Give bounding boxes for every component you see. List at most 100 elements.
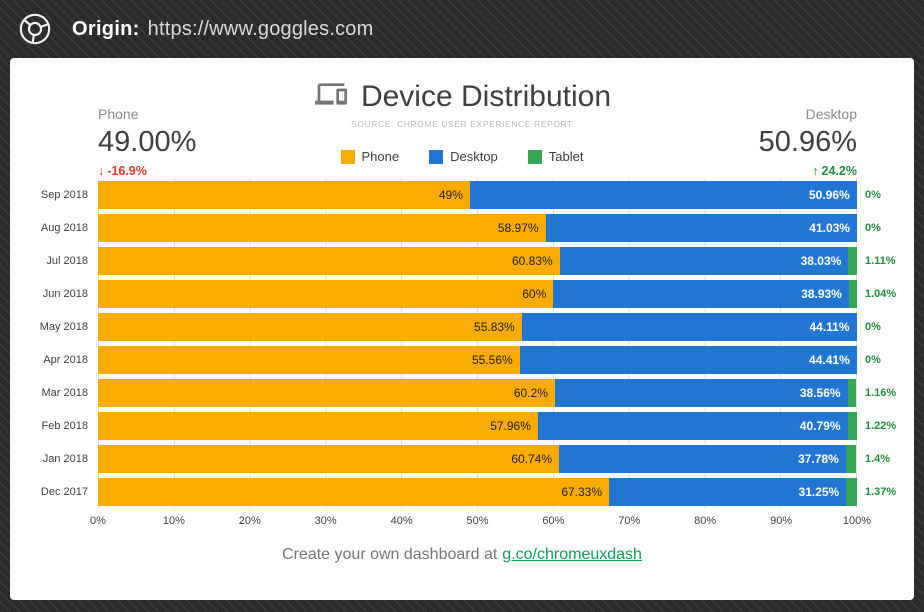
- x-tick-label: 70%: [618, 515, 641, 527]
- down-arrow-icon: ↓: [98, 164, 105, 179]
- footer-link[interactable]: g.co/chromeuxdash: [502, 546, 642, 563]
- stacked-bar: 58.97% 41.03%: [98, 213, 857, 242]
- bar-value-label: 58.97%: [497, 220, 539, 235]
- bar-segment-tablet[interactable]: [847, 378, 857, 407]
- bar-value-label: 60.74%: [511, 451, 553, 466]
- category-label: Jan 2018: [42, 452, 88, 465]
- category-label: Jun 2018: [42, 287, 88, 300]
- tablet-value-label: 1.4%: [865, 452, 891, 465]
- bar-segment-tablet[interactable]: [845, 444, 857, 473]
- legend-label: Phone: [361, 149, 400, 164]
- bar-segment-desktop[interactable]: 41.03%: [545, 213, 857, 242]
- legend: Phone Desktop Tablet: [10, 149, 914, 164]
- bar-value-label: 60.2%: [513, 385, 548, 400]
- tablet-value-label: 1.04%: [865, 287, 897, 300]
- legend-item-desktop: Desktop: [429, 149, 498, 164]
- bar-segment-desktop[interactable]: 44.41%: [519, 345, 857, 374]
- bar-value-label: 31.25%: [798, 484, 840, 499]
- x-tick-label: 20%: [238, 515, 261, 527]
- bar-segment-phone[interactable]: 55.56%: [98, 345, 520, 374]
- tablet-value-label: 0%: [865, 353, 881, 366]
- category-label: Dec 2017: [40, 485, 88, 498]
- tablet-value-label: 1.22%: [865, 419, 897, 432]
- bar-segment-desktop[interactable]: 38.56%: [554, 378, 848, 407]
- stacked-bar: 49% 50.96%: [98, 180, 857, 209]
- bar-segment-phone[interactable]: 60%: [98, 279, 554, 308]
- x-tick-label: 30%: [314, 515, 337, 527]
- chart-row: Feb 2018 57.96% 40.79% 1.22%: [10, 409, 914, 442]
- stacked-bar-chart: Sep 2018 49% 50.96% 0% Aug 2018 58.97% 41.03% 0…: [10, 178, 914, 530]
- chart-header: Device Distribution: [10, 78, 914, 115]
- bar-segment-phone[interactable]: 60.83%: [98, 246, 560, 275]
- bar-segment-desktop[interactable]: 37.78%: [559, 444, 846, 473]
- bar-value-label: 60%: [522, 286, 547, 301]
- bar-segment-phone[interactable]: 67.33%: [98, 477, 610, 506]
- stacked-bar: 55.83% 44.11%: [98, 312, 857, 341]
- bar-segment-tablet[interactable]: [848, 279, 857, 308]
- bar-segment-tablet[interactable]: [847, 411, 857, 440]
- tablet-value-label: 1.16%: [865, 386, 897, 399]
- x-tick-label: 40%: [390, 515, 413, 527]
- x-tick-label: 60%: [542, 515, 565, 527]
- desktop-stat: Desktop 50.96% ↑ 24.2%: [759, 106, 857, 178]
- x-tick-label: 10%: [162, 515, 185, 527]
- stacked-bar: 60.2% 38.56%: [98, 378, 857, 407]
- bar-segment-phone[interactable]: 60.2%: [98, 378, 555, 407]
- origin-url: https://www.goggles.com: [147, 17, 374, 40]
- bar-segment-desktop[interactable]: 38.03%: [559, 246, 849, 275]
- tablet-value-label: 1.11%: [865, 254, 896, 267]
- bar-value-label: 38.93%: [801, 286, 842, 301]
- bar-segment-desktop[interactable]: 50.96%: [469, 180, 857, 209]
- desktop-stat-label: Desktop: [805, 106, 857, 122]
- bar-value-label: 67.33%: [561, 484, 603, 499]
- category-label: Aug 2018: [40, 221, 88, 234]
- bar-value-label: 38.03%: [800, 253, 842, 268]
- phone-stat-delta-wrap: ↓ -16.9%: [98, 164, 196, 178]
- chart-row: Aug 2018 58.97% 41.03% 0%: [10, 211, 914, 244]
- bar-value-label: 40.79%: [799, 418, 841, 433]
- bar-value-label: 55.83%: [474, 319, 515, 334]
- bar-value-label: 55.56%: [471, 352, 513, 367]
- bar-value-label: 50.96%: [808, 187, 850, 202]
- legend-swatch-tablet: [527, 149, 542, 164]
- chart-row: Sep 2018 49% 50.96% 0%: [10, 178, 914, 211]
- bar-segment-desktop[interactable]: 38.93%: [553, 279, 849, 308]
- x-tick-label: 80%: [694, 515, 717, 527]
- bar-segment-phone[interactable]: 60.74%: [98, 444, 560, 473]
- bar-segment-phone[interactable]: 58.97%: [98, 213, 546, 242]
- legend-item-phone: Phone: [340, 149, 400, 164]
- bar-value-label: 57.96%: [490, 418, 531, 433]
- stacked-bar: 60% 38.93%: [98, 279, 857, 308]
- tablet-value-label: 0%: [865, 320, 881, 333]
- x-tick-label: 0%: [90, 515, 106, 527]
- chart-row: Mar 2018 60.2% 38.56% 1.16%: [10, 376, 914, 409]
- phone-stat: Phone 49.00% ↓ -16.9%: [98, 106, 196, 178]
- chart-row: Jan 2018 60.74% 37.78% 1.4%: [10, 442, 914, 475]
- bar-value-label: 60.83%: [511, 253, 553, 268]
- bar-segment-tablet[interactable]: [846, 477, 857, 506]
- bar-segment-desktop[interactable]: 31.25%: [609, 477, 847, 506]
- category-label: Apr 2018: [43, 353, 88, 366]
- chart-row: Jul 2018 60.83% 38.03% 1.11%: [10, 244, 914, 277]
- bar-segment-phone[interactable]: 57.96%: [98, 411, 538, 440]
- legend-swatch-phone: [340, 149, 355, 164]
- desktop-stat-delta-wrap: ↑ 24.2%: [759, 164, 857, 178]
- bar-segment-phone[interactable]: 55.83%: [98, 312, 522, 341]
- chart-row: Apr 2018 55.56% 44.41% 0%: [10, 343, 914, 376]
- bar-value-label: 44.41%: [809, 352, 850, 367]
- bar-segment-desktop[interactable]: 40.79%: [537, 411, 848, 440]
- footer: Create your own dashboard at g.co/chromeu…: [10, 546, 914, 564]
- origin-label: Origin:: [72, 17, 140, 40]
- stacked-bar: 67.33% 31.25%: [98, 477, 857, 506]
- x-tick-label: 90%: [770, 515, 793, 527]
- stacked-bar: 57.96% 40.79%: [98, 411, 857, 440]
- legend-swatch-desktop: [429, 149, 444, 164]
- bar-segment-phone[interactable]: 49%: [98, 180, 470, 209]
- dashboard-card: Device Distribution SOURCE: CHROME USER …: [10, 58, 914, 600]
- devices-icon: [313, 78, 349, 115]
- stacked-bar: 55.56% 44.41%: [98, 345, 857, 374]
- bar-value-label: 37.78%: [798, 451, 839, 466]
- legend-label: Desktop: [450, 149, 498, 164]
- bar-segment-tablet[interactable]: [848, 246, 857, 275]
- bar-segment-desktop[interactable]: 44.11%: [521, 312, 857, 341]
